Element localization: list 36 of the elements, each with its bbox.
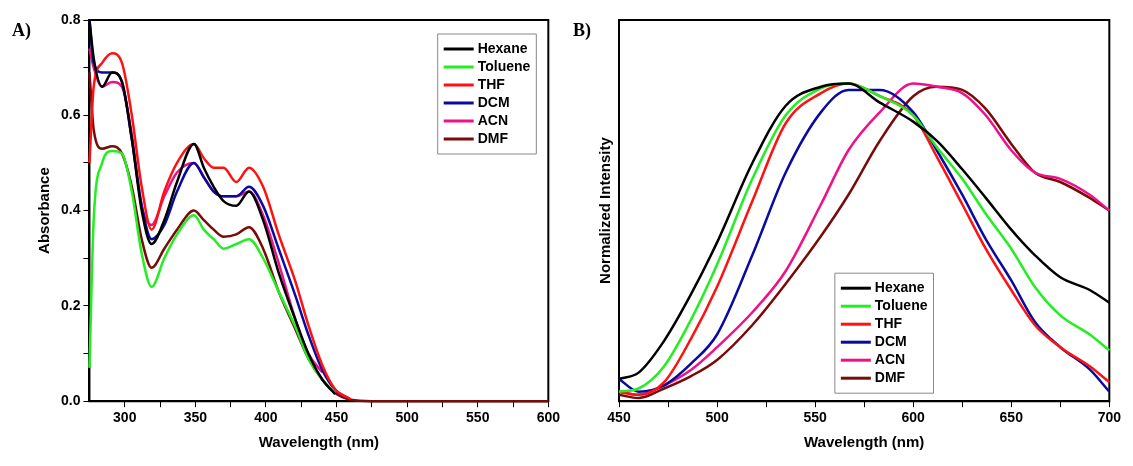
x-tick-label: 450 bbox=[324, 409, 349, 426]
text: B) bbox=[573, 19, 592, 41]
x-tick-label: 550 bbox=[466, 409, 490, 426]
legend-label: Hexane bbox=[477, 39, 528, 56]
x-tick-label: 550 bbox=[803, 409, 828, 426]
legend-label: ACN bbox=[874, 351, 906, 368]
legend-label: THF bbox=[477, 75, 506, 92]
legend-label: THF bbox=[874, 315, 903, 332]
x-tick-label: 500 bbox=[395, 409, 420, 426]
legend-label: DMF bbox=[874, 369, 906, 386]
x-tick-label: 300 bbox=[113, 409, 137, 426]
legend-label: Hexane bbox=[874, 279, 925, 296]
y-axis-title: Absorbance bbox=[35, 167, 53, 254]
y-tick-label: 0.6 bbox=[60, 106, 81, 123]
x-tick-label: 400 bbox=[254, 409, 278, 426]
x-axis-title: Wavelength (nm) bbox=[804, 433, 925, 451]
x-tick-label: 450 bbox=[607, 409, 631, 426]
y-tick-label: 0.4 bbox=[60, 201, 81, 218]
x-tick-label: 700 bbox=[1097, 409, 1122, 426]
x-tick-label: 350 bbox=[183, 409, 208, 426]
legend-label: ACN bbox=[477, 111, 509, 128]
legend-label: DCM bbox=[477, 93, 510, 110]
y-tick-label: 0.8 bbox=[60, 10, 81, 27]
y-axis-title: Normalized Intensity bbox=[596, 136, 614, 284]
legend-label: DMF bbox=[477, 129, 509, 146]
y-tick-label: 0.2 bbox=[60, 296, 81, 313]
x-tick-label: 500 bbox=[705, 409, 729, 426]
x-tick-label: 600 bbox=[536, 409, 561, 426]
x-axis-title: Wavelength (nm) bbox=[258, 433, 380, 451]
y-tick-label: 0.0 bbox=[60, 392, 81, 409]
x-tick-label: 650 bbox=[999, 409, 1024, 426]
text: A) bbox=[12, 19, 31, 41]
x-tick-label: 600 bbox=[901, 409, 926, 426]
legend-label: Toluene bbox=[477, 57, 531, 74]
legend-label: Toluene bbox=[874, 297, 928, 314]
legend-label: DCM bbox=[874, 333, 907, 350]
